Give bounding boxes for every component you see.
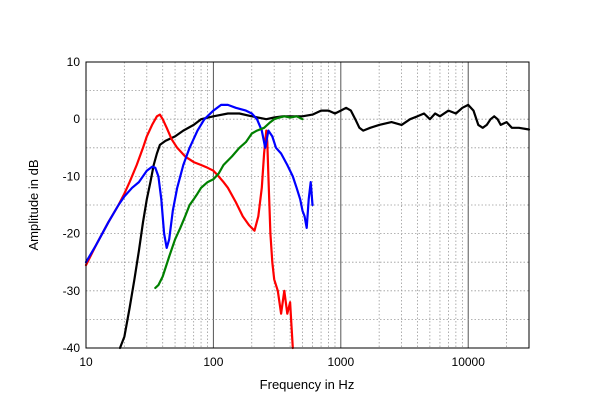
y-tick-label: -20 xyxy=(63,227,81,241)
y-tick-label: -10 xyxy=(63,169,81,183)
y-tick-label: 0 xyxy=(73,112,80,126)
series-line-4 xyxy=(154,115,304,289)
y-tick-label: -30 xyxy=(63,284,81,298)
plot-border xyxy=(85,61,530,349)
series-line-1 xyxy=(118,103,531,350)
y-tick-label: -40 xyxy=(63,341,81,355)
series-line-3 xyxy=(84,103,314,264)
series-line-2 xyxy=(84,113,294,350)
x-axis-label: Frequency in Hz xyxy=(260,377,355,392)
x-tick-label: 100 xyxy=(203,355,223,369)
x-tick-label: 10000 xyxy=(452,355,486,369)
series-layer xyxy=(84,103,531,350)
x-tick-label: 1000 xyxy=(327,355,354,369)
y-tick-label: 10 xyxy=(67,55,81,69)
y-axis-label: Amplitude in dB xyxy=(26,159,41,250)
x-tick-label: 10 xyxy=(79,355,93,369)
